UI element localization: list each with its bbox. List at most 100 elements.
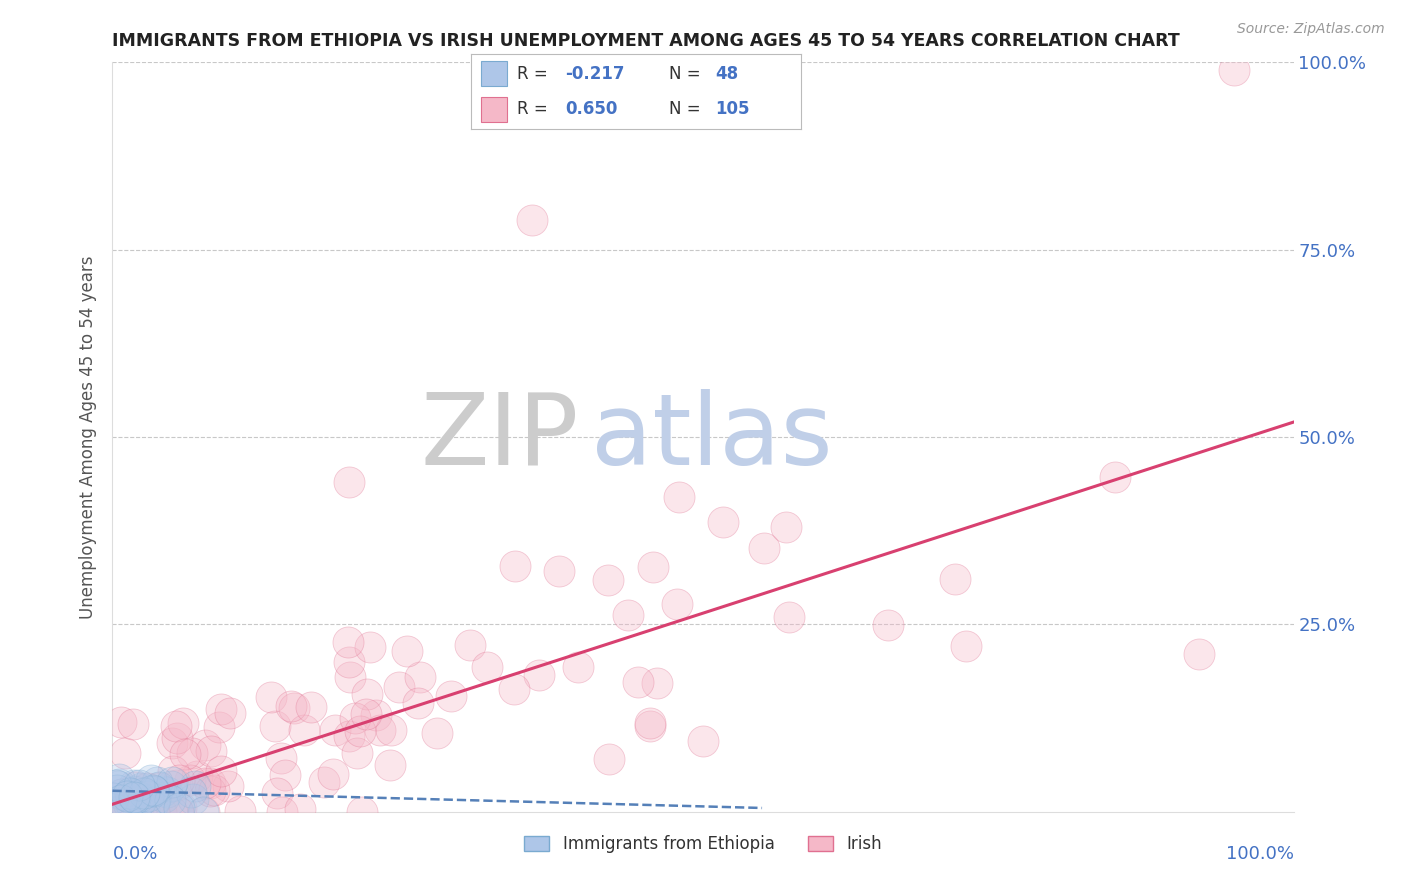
Point xyxy=(260,690,283,704)
Point xyxy=(134,786,156,800)
Text: -0.217: -0.217 xyxy=(565,64,624,83)
Point xyxy=(124,805,146,819)
FancyBboxPatch shape xyxy=(481,96,508,122)
Point xyxy=(120,786,142,800)
Point xyxy=(1188,648,1211,662)
Point xyxy=(290,802,312,816)
Point xyxy=(131,787,153,801)
Point xyxy=(156,785,179,799)
Point xyxy=(527,667,550,681)
Point xyxy=(346,746,368,760)
Point xyxy=(122,778,145,792)
Point xyxy=(292,723,315,737)
Text: 48: 48 xyxy=(716,64,738,83)
Point xyxy=(180,785,202,799)
Point xyxy=(1223,62,1246,77)
Point xyxy=(665,597,688,611)
Point xyxy=(114,746,136,760)
Point xyxy=(778,609,800,624)
FancyBboxPatch shape xyxy=(481,62,508,87)
Point xyxy=(616,607,638,622)
Point xyxy=(598,752,620,766)
Point xyxy=(198,775,221,789)
Point xyxy=(1104,470,1126,484)
Point xyxy=(122,789,145,803)
Point xyxy=(955,639,977,653)
Point xyxy=(110,787,132,801)
Point xyxy=(167,772,190,787)
Point xyxy=(128,778,150,792)
Point xyxy=(194,776,217,790)
Point xyxy=(217,780,239,794)
Point xyxy=(337,635,360,649)
Point xyxy=(143,795,166,809)
Point xyxy=(117,797,139,811)
Point xyxy=(128,789,150,804)
Point xyxy=(122,783,145,797)
Point xyxy=(209,701,232,715)
Point xyxy=(142,782,165,797)
Point xyxy=(115,789,138,804)
Point xyxy=(406,696,429,710)
Point xyxy=(209,764,232,778)
Point xyxy=(368,723,391,737)
Point xyxy=(129,793,152,807)
Point xyxy=(364,708,387,723)
Point xyxy=(103,805,125,819)
Point xyxy=(356,687,378,701)
Point xyxy=(162,764,184,778)
Text: N =: N = xyxy=(669,64,706,83)
Point xyxy=(638,716,661,731)
Point xyxy=(322,767,344,781)
Point xyxy=(159,792,181,806)
Point xyxy=(754,541,776,555)
Point xyxy=(876,617,898,632)
Point xyxy=(166,731,188,745)
Point xyxy=(143,805,166,819)
Point xyxy=(120,786,142,800)
Point xyxy=(219,706,242,720)
Point xyxy=(167,801,190,815)
Point xyxy=(170,801,193,815)
Text: IMMIGRANTS FROM ETHIOPIA VS IRISH UNEMPLOYMENT AMONG AGES 45 TO 54 YEARS CORRELA: IMMIGRANTS FROM ETHIOPIA VS IRISH UNEMPL… xyxy=(112,32,1180,50)
Point xyxy=(162,805,184,819)
Point xyxy=(105,805,128,819)
Point xyxy=(520,212,543,227)
Point xyxy=(229,804,252,818)
Point xyxy=(122,794,145,808)
Point xyxy=(711,516,734,530)
Point xyxy=(167,805,190,819)
Point xyxy=(153,790,176,805)
Point xyxy=(200,744,222,758)
Text: 0.0%: 0.0% xyxy=(112,846,157,863)
Text: 0.650: 0.650 xyxy=(565,100,617,119)
Point xyxy=(121,787,143,801)
Point xyxy=(567,660,589,674)
Point xyxy=(775,520,797,534)
Point xyxy=(159,780,181,794)
Point xyxy=(359,640,381,654)
Point xyxy=(323,723,346,738)
Point xyxy=(111,787,134,801)
Text: R =: R = xyxy=(517,64,554,83)
Point xyxy=(503,559,526,574)
Point xyxy=(181,792,204,806)
Text: R =: R = xyxy=(517,100,554,119)
Point xyxy=(127,800,149,814)
Point xyxy=(668,490,690,504)
Point xyxy=(299,699,322,714)
Point xyxy=(148,780,170,794)
Point xyxy=(337,475,360,489)
Point xyxy=(440,689,463,703)
Point xyxy=(150,805,173,819)
Point xyxy=(598,573,620,587)
Point xyxy=(191,805,214,819)
Point xyxy=(337,730,360,744)
Point xyxy=(142,805,165,819)
Point xyxy=(641,560,664,574)
Point xyxy=(174,747,197,762)
Point xyxy=(180,746,202,760)
Point xyxy=(186,769,208,783)
Point xyxy=(105,778,128,792)
Point xyxy=(395,644,418,658)
